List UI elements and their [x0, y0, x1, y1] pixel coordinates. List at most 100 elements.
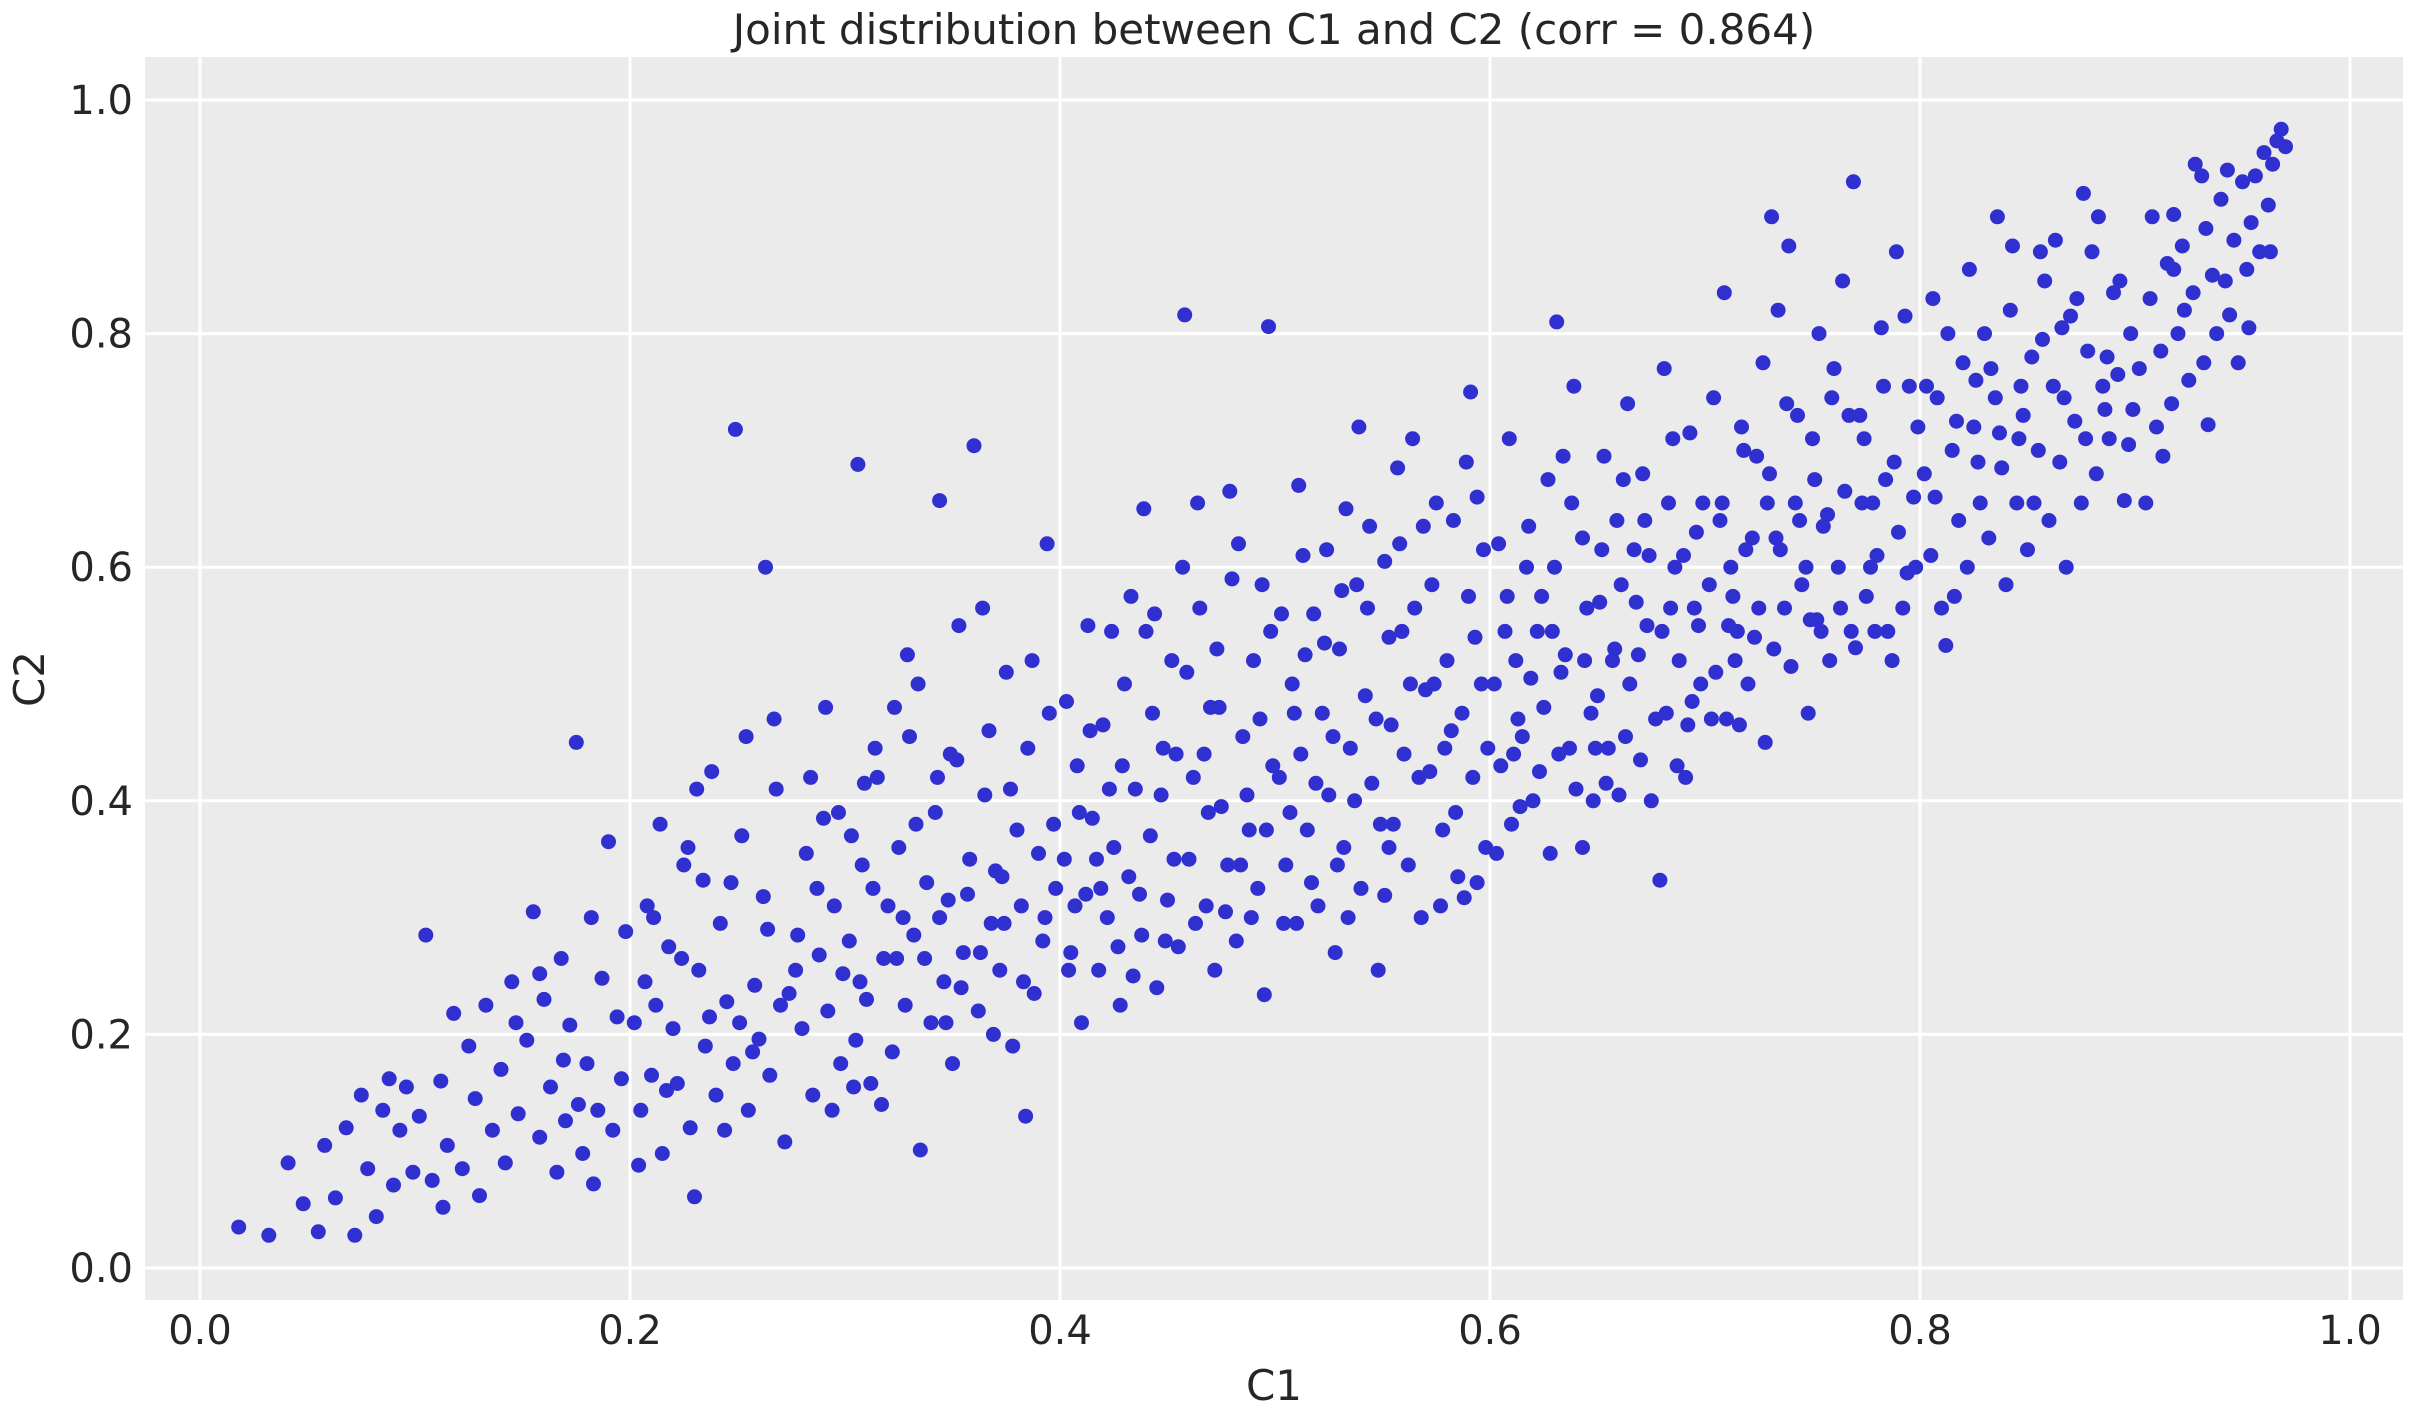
data-point	[938, 1015, 954, 1031]
data-point	[1400, 857, 1416, 873]
data-point	[1989, 209, 2005, 225]
data-point	[519, 1032, 535, 1048]
data-point	[831, 805, 846, 820]
data-point	[1278, 857, 1294, 873]
data-point	[889, 951, 905, 966]
data-point	[1297, 647, 1313, 663]
data-point	[1198, 898, 1214, 914]
data-point	[1837, 483, 1853, 499]
data-point	[1362, 518, 1378, 534]
data-point	[1940, 326, 1956, 342]
data-point	[1968, 372, 1984, 388]
data-point	[1652, 872, 1668, 888]
data-point	[747, 977, 763, 993]
data-point	[1897, 308, 1913, 324]
data-point	[2020, 542, 2035, 558]
data-point	[2110, 367, 2126, 382]
data-point	[637, 974, 653, 990]
data-point	[1381, 629, 1397, 645]
data-point	[1824, 390, 1840, 406]
data-point	[454, 1161, 470, 1177]
data-point	[740, 1102, 756, 1118]
data-point	[1637, 513, 1653, 528]
data-point	[1594, 542, 1610, 558]
data-point	[2101, 431, 2117, 447]
data-point	[1136, 501, 1152, 517]
data-point	[467, 1091, 483, 1107]
data-point	[1815, 518, 1831, 534]
data-point	[1880, 623, 1896, 639]
data-point	[809, 880, 825, 896]
data-point	[1149, 980, 1165, 996]
data-point	[2097, 402, 2113, 417]
data-point	[609, 1009, 625, 1025]
data-point	[295, 1196, 311, 1212]
data-point	[2166, 207, 2182, 222]
data-point	[874, 1097, 889, 1112]
data-point	[1540, 472, 1556, 488]
data-point	[1321, 787, 1337, 803]
data-point	[579, 1056, 595, 1072]
data-point	[1678, 769, 1694, 785]
data-point	[884, 1044, 900, 1060]
data-point	[2084, 244, 2100, 260]
data-point	[1609, 513, 1625, 528]
y-tick-label: 0.2	[69, 1012, 133, 1058]
data-point	[1740, 676, 1756, 692]
data-point	[1394, 623, 1410, 639]
data-point	[902, 729, 917, 745]
data-point	[1529, 623, 1545, 639]
data-point	[1243, 910, 1259, 926]
data-point	[1246, 653, 1261, 669]
data-point	[1428, 495, 1444, 511]
data-point	[1665, 431, 1681, 447]
data-point	[353, 1087, 369, 1103]
data-point	[1532, 764, 1547, 780]
data-point	[2106, 285, 2121, 301]
data-point	[661, 939, 677, 955]
data-point	[1654, 623, 1670, 639]
data-point	[1265, 758, 1281, 774]
data-point	[1168, 746, 1184, 762]
data-point	[1231, 536, 1246, 552]
data-point	[1633, 752, 1648, 768]
data-point	[1854, 495, 1870, 511]
data-point	[2164, 396, 2180, 412]
data-point	[1056, 851, 1072, 867]
data-point	[1802, 612, 1818, 628]
data-point	[1071, 805, 1087, 820]
data-point	[1327, 945, 1343, 961]
data-point	[932, 910, 948, 926]
data-point	[1177, 307, 1193, 323]
data-point	[1211, 699, 1227, 715]
data-point	[1961, 261, 1977, 277]
data-point	[2123, 326, 2139, 342]
data-point	[1069, 758, 1085, 774]
data-point	[654, 1146, 670, 1161]
data-point	[1353, 880, 1369, 896]
data-point	[1224, 571, 1240, 587]
data-point	[1314, 705, 1330, 721]
data-point	[1598, 775, 1614, 791]
data-point	[1106, 840, 1122, 855]
data-point	[1336, 840, 1352, 855]
data-point	[1626, 542, 1642, 558]
data-point	[2112, 273, 2128, 289]
data-point	[1095, 717, 1111, 733]
data-point	[1037, 910, 1053, 926]
data-point	[712, 915, 728, 931]
data-point	[1611, 787, 1627, 803]
data-point	[970, 1003, 986, 1019]
data-point	[1635, 466, 1651, 482]
data-point	[1716, 285, 1732, 301]
data-point	[1873, 320, 1889, 336]
data-point	[1026, 986, 1042, 1001]
data-point	[996, 915, 1012, 931]
data-point	[2222, 307, 2238, 323]
data-point	[1706, 390, 1722, 406]
data-point	[1239, 787, 1255, 803]
data-point	[1628, 594, 1644, 610]
data-point	[1998, 577, 2014, 593]
data-point	[1407, 600, 1423, 616]
